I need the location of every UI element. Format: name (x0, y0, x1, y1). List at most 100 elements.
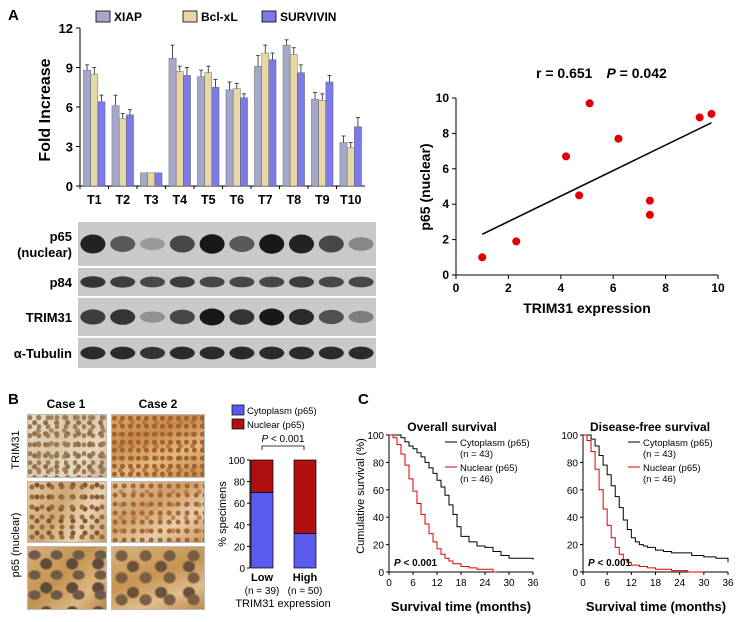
scatter-x-tick-label: 0 (453, 281, 460, 295)
scatter-x-tick-label: 4 (557, 281, 564, 295)
km-dfs-p-value: < 0.001 (595, 558, 632, 569)
km-y-tick-label: 20 (373, 541, 385, 552)
bar-bclxl-t9 (318, 100, 327, 187)
blot-band (169, 346, 195, 360)
panel-label-c: C (358, 391, 369, 408)
scatter-chart: r = 0.651 P = 0.042 0 2 4 6 8 10 0 2 4 6 8 10 TRIM31… (417, 65, 725, 316)
bar-survivin-t9 (325, 81, 334, 187)
scatter-y-tick-label: 0 (442, 268, 449, 282)
stacked-y-tick-label: 0 (239, 564, 245, 575)
stacked-legend-label-cytoplasm: Cytoplasm (p65) (247, 406, 317, 417)
blot-band (110, 346, 136, 360)
bar-survivin-t3 (154, 172, 163, 187)
ihc-case2-trim31-image (111, 414, 205, 478)
km-overall-p-annotation: P < 0.001 (394, 558, 438, 569)
bar-y-tick-label: 12 (59, 21, 73, 36)
bar-chart-y-label: Fold Increase (37, 58, 54, 161)
scatter-p-label: P (606, 65, 616, 81)
scatter-x-tick-label: 6 (610, 281, 617, 295)
stacked-note-low: (n = 39) (245, 586, 280, 597)
km-x-tick-label: 12 (626, 578, 638, 589)
blot-label-line1: p65 (50, 229, 72, 244)
blot-band (169, 309, 195, 325)
ihc-case-1-label: Case 1 (47, 397, 86, 411)
blot-band (80, 234, 106, 254)
blot-label: α-Tubulin (14, 346, 72, 361)
scatter-point (645, 196, 654, 205)
legend-label-survivin: SURVIVIN (280, 10, 336, 24)
bar-xiap-t6 (225, 89, 234, 187)
blot-band (348, 310, 374, 324)
scatter-y-tick-label: 4 (442, 197, 449, 211)
stacked-significance-bracket (261, 445, 305, 450)
bar-xiap-t10 (339, 142, 348, 187)
stacked-p-label: P (261, 434, 268, 445)
bar-x-tick-label: T6 (229, 193, 244, 207)
bar-y-tick-label: 3 (66, 140, 73, 155)
bar-survivin-t4 (183, 75, 191, 187)
scatter-y-tick-label: 10 (436, 91, 450, 105)
bar-x-tick-label: T10 (340, 193, 362, 207)
blot-band (199, 346, 225, 360)
km-overall-p-label: P (394, 558, 401, 569)
bar-xiap-t3 (140, 172, 148, 187)
blot-band (318, 346, 344, 360)
ihc-case1-p65-image (27, 481, 107, 543)
blot-band (288, 276, 315, 288)
km-y-tick-label: 100 (367, 431, 384, 442)
km-y-tick-label: 40 (567, 513, 579, 524)
bar-survivin-t7 (268, 59, 277, 187)
blot-band (318, 309, 344, 325)
blot-band (139, 237, 166, 251)
bar-legend: XIAP Bcl-xL SURVIVIN (95, 10, 336, 24)
bar-y-tick-label: 9 (66, 61, 73, 76)
km-curve-cytoplasm (389, 434, 534, 560)
km-overall-legend-cyto-n: (n = 43) (460, 449, 493, 460)
stacked-y-tick-label: 80 (234, 478, 246, 489)
scatter-y-label: p65 (nuclear) (417, 143, 433, 230)
scatter-point (512, 237, 521, 246)
bar-survivin-t8 (297, 72, 305, 187)
km-overall-legend-cyto: Cytoplasm (p65) (460, 438, 530, 449)
km-dfs-x-label: Survival time (months) (586, 599, 726, 614)
km-x-tick-label: 12 (431, 578, 443, 589)
bar-bclxl-t8 (289, 54, 298, 187)
blot-band (199, 234, 225, 254)
blot-band (229, 235, 255, 253)
scatter-y-tick-label: 8 (442, 126, 449, 140)
bar-x-tick-label: T9 (315, 193, 330, 207)
scatter-x-tick-label: 2 (505, 281, 512, 295)
blot-label: p84 (50, 275, 73, 290)
blot-band (259, 346, 285, 360)
km-y-tick-label: 80 (373, 458, 385, 469)
blot-band (139, 346, 166, 360)
ihc-case2-p65-image (111, 481, 205, 543)
scatter-point (478, 253, 487, 262)
blot-band (110, 309, 136, 325)
legend-swatch-survivin (261, 10, 277, 23)
km-x-tick-label: 24 (479, 578, 491, 589)
bar-bclxl-t4 (175, 71, 184, 187)
scatter-point (645, 210, 654, 219)
stacked-bar-high-nuclear (293, 459, 317, 534)
scatter-point (575, 191, 584, 200)
legend-label-bclxl: Bcl-xL (201, 10, 238, 24)
bar-bclxl-t7 (261, 52, 270, 187)
stacked-p-value: < 0.001 (268, 434, 305, 445)
ihc-case-2-label: Case 2 (139, 397, 178, 411)
blot-band (288, 308, 315, 326)
km-y-tick-label: 60 (373, 486, 385, 497)
bar-survivin-t5 (211, 87, 220, 187)
km-y-tick-label: 0 (572, 568, 578, 579)
blot-band (259, 308, 285, 326)
stacked-y-label: % specimens (217, 481, 229, 547)
bar-xiap-t8 (282, 44, 291, 187)
blot-band (169, 276, 195, 288)
blot-band (229, 309, 255, 325)
bar-xiap-t1 (83, 69, 91, 187)
stacked-y-tick-label: 20 (234, 542, 246, 553)
km-dfs-legend-nuc: Nuclear (p65) (643, 463, 701, 474)
bar-x-tick-label: T3 (144, 193, 159, 207)
bar-x-tick-label: T1 (87, 193, 102, 207)
bar-survivin-t2 (126, 114, 134, 187)
